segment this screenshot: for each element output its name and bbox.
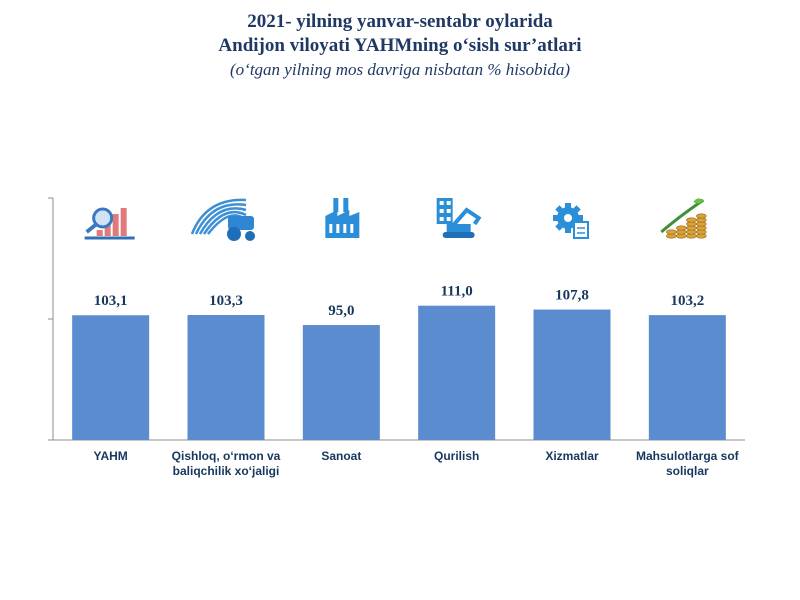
bar — [187, 315, 265, 440]
x-tick-label: soliqlar — [666, 464, 709, 478]
coins-growth-icon — [660, 198, 707, 239]
construction-excavator-icon — [436, 198, 482, 238]
growth-chart-icon — [84, 207, 135, 240]
bar — [648, 315, 726, 440]
bar — [302, 325, 380, 440]
bar-value-label: 107,8 — [555, 288, 589, 304]
bar-value-label: 103,2 — [670, 293, 704, 309]
chart-title-line-2: Andijon viloyati YAHMning o‘sish sur’atl… — [218, 35, 582, 56]
chart-subtitle: (o‘tgan yilning mos davriga nisbatan % h… — [230, 60, 570, 79]
chart-title-block: 2021- yilning yanvar-sentabr oylarida An… — [0, 10, 800, 82]
x-tick-label: baliqchilik xo‘jaligi — [173, 464, 280, 478]
x-tick-label: Mahsulotlarga sof — [636, 449, 740, 463]
bar — [72, 315, 150, 440]
x-tick-label: Sanoat — [321, 449, 361, 463]
factory-icon — [325, 198, 360, 238]
services-gear-icon — [553, 203, 589, 239]
bar-value-label: 103,3 — [209, 293, 243, 309]
bar-value-label: 111,0 — [441, 284, 473, 300]
bar — [418, 305, 496, 440]
bar — [533, 309, 611, 440]
x-tick-label: Xizmatlar — [545, 449, 599, 463]
x-tick-label: YAHM — [94, 449, 128, 463]
x-tick-label: Qishloq, o‘rmon va — [172, 449, 281, 463]
bar-value-label: 103,1 — [94, 293, 128, 309]
bar-value-label: 95,0 — [328, 303, 354, 319]
x-tick-label: Qurilish — [434, 449, 479, 463]
chart-title-line-1: 2021- yilning yanvar-sentabr oylarida — [247, 11, 553, 32]
tractor-field-icon — [190, 198, 255, 241]
